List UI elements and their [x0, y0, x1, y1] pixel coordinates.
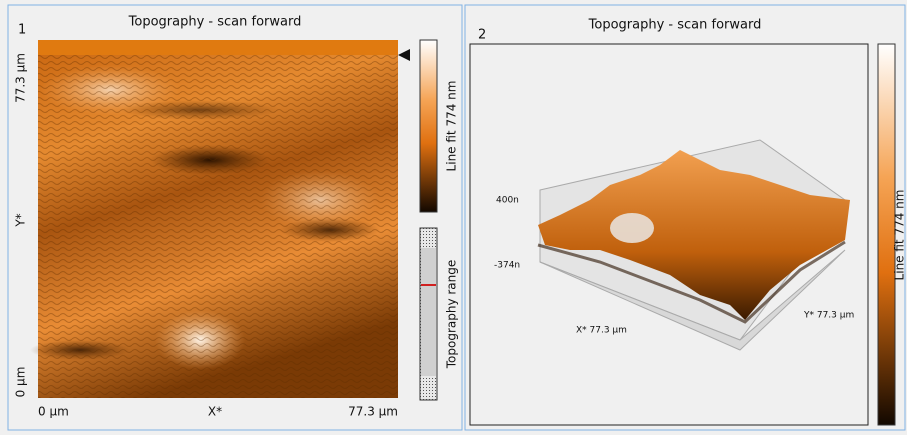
panel-number: 1 [18, 23, 26, 38]
colorbar-label: Line fit 774 nm [445, 81, 459, 172]
y-bottom-label: 0 µm [14, 367, 28, 398]
y-axis-label: Y* [14, 213, 28, 227]
range-slider[interactable] [420, 228, 437, 400]
panel-number: 2 [478, 28, 486, 43]
range-label: Topography range [445, 260, 459, 370]
panel-title: Topography - scan forward [128, 15, 302, 30]
z-bottom-label: -374n [494, 261, 520, 271]
x-axis-label: X* 77.3 µm [576, 326, 627, 336]
page: 1 Topography - scan forward 77.3 µm Y* 0… [0, 0, 907, 435]
y-axis-label: Y* 77.3 µm [803, 311, 854, 321]
x-left-label: 0 µm [38, 405, 69, 419]
topography-image [30, 40, 398, 398]
colorbar-label: Line fit 774 nm [893, 190, 907, 281]
panel-title: Topography - scan forward [588, 18, 762, 33]
colorbar [420, 40, 437, 212]
x-right-label: 77.3 µm [348, 405, 398, 419]
y-top-label: 77.3 µm [14, 53, 28, 103]
z-top-label: 400n [496, 196, 519, 206]
screen: 1 Topography - scan forward 77.3 µm Y* 0… [0, 0, 907, 435]
x-axis-label: X* [208, 405, 222, 419]
